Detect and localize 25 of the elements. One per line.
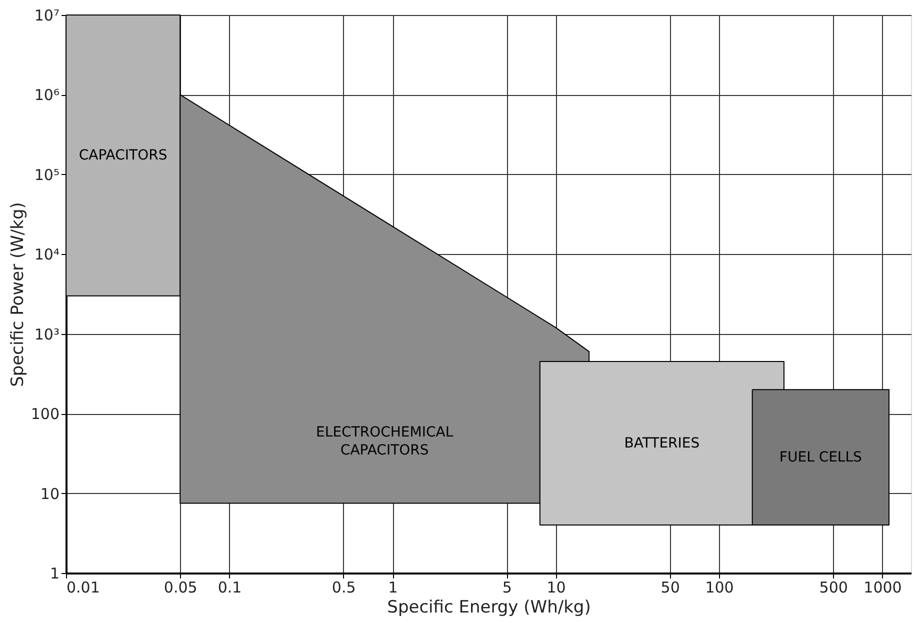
y-tick-label: 10³ [34, 325, 60, 344]
y-tick-label: 10⁴ [34, 246, 60, 264]
series-label: FUEL CELLS [779, 449, 862, 466]
x-tick-label: 5 [502, 578, 512, 596]
y-axis-title: Specific Power (W/kg) [8, 202, 28, 387]
x-tick-label: 0.01 [66, 578, 100, 596]
x-axis-title: Specific Energy (Wh/kg) [387, 598, 591, 618]
x-tick-label: 0.05 [164, 578, 198, 596]
y-tick-label: 10⁷ [34, 6, 60, 24]
x-tick-label: 0.1 [218, 578, 242, 596]
y-tick-label: 1 [50, 564, 60, 582]
y-tick-label: 100 [30, 405, 60, 424]
series-label: BATTERIES [624, 435, 700, 452]
x-tick-label: 1 [388, 578, 398, 596]
y-tick-label: 10⁵ [34, 166, 60, 184]
x-tick-label: 100 [705, 578, 734, 596]
x-tick-label: 500 [819, 578, 848, 596]
x-tick-label: 50 [660, 578, 680, 596]
x-tick-label: 10 [546, 578, 566, 596]
y-tick-label: 10⁶ [34, 86, 60, 104]
series-label: CAPACITORS [78, 147, 168, 164]
y-tick-label: 10 [40, 484, 60, 503]
series-label: ELECTROCHEMICAL CAPACITORS [316, 424, 454, 458]
x-tick-label: 0.5 [332, 578, 356, 596]
x-tick-label: 1000 [864, 578, 902, 596]
